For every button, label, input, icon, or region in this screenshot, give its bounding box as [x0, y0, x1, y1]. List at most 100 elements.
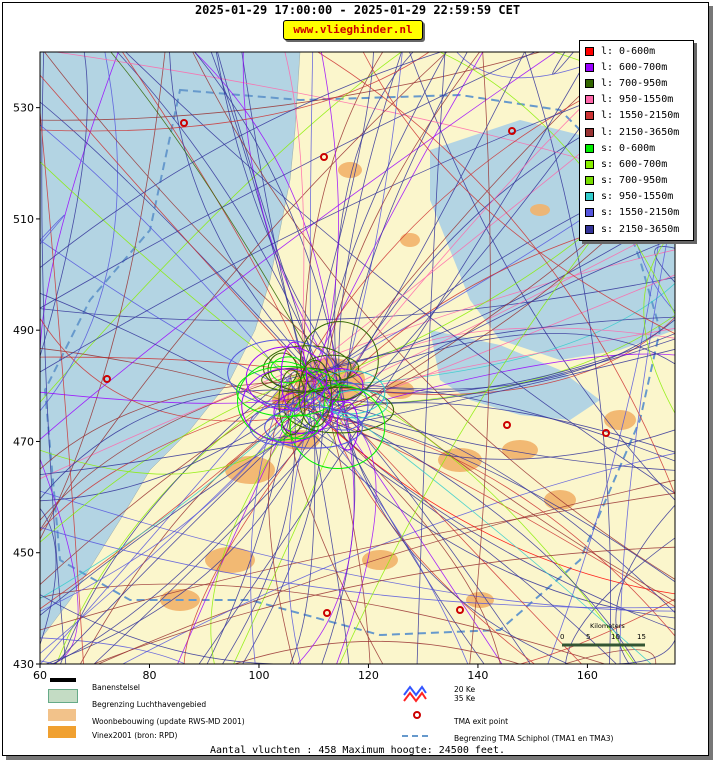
- scale-tick: 15: [637, 633, 646, 641]
- tma-exit-icon: [413, 711, 421, 719]
- legend-item: l: 2150-3650m: [580, 124, 693, 140]
- legend-item: l: 0-600m: [580, 43, 693, 59]
- legend-label: l: 0-600m: [601, 45, 656, 57]
- flight-track: [40, 388, 316, 599]
- scale-tick: 5: [586, 633, 590, 641]
- flight-track: [409, 52, 675, 501]
- tma-exit-label: TMA exit point: [454, 717, 509, 726]
- holding-track: [227, 339, 336, 406]
- ke35-label: 35 Ke: [454, 694, 476, 703]
- flight-track: [362, 52, 675, 335]
- flight-track: [325, 52, 447, 388]
- map-axes: 60 80 100 120 140 160 530 510 490 470 450 430: [13, 102, 598, 682]
- flight-track: [674, 230, 675, 396]
- legend-label: s: 600-700m: [601, 158, 668, 170]
- flight-track: [674, 461, 675, 532]
- flight-track: [40, 52, 536, 309]
- holding-track: [263, 345, 352, 392]
- vinex-label: Vinex2001 (bron: RPD): [92, 731, 178, 740]
- runways-swatch: [50, 678, 76, 682]
- flight-track: [40, 52, 556, 440]
- flight-track: [40, 347, 338, 419]
- flight-track: [308, 404, 501, 664]
- flight-track: [40, 492, 675, 631]
- flight-track: [327, 402, 675, 453]
- flight-track: [93, 52, 634, 664]
- legend-item: s: 950-1550m: [580, 189, 693, 205]
- flight-track: [298, 211, 675, 376]
- flight-track: [341, 283, 675, 386]
- flight-track: [122, 452, 675, 664]
- scale-bar: Kilometers 0 5 10 15: [560, 622, 646, 647]
- holding-track: [264, 406, 363, 449]
- flight-track: [40, 52, 441, 269]
- housing-label: Woonbebouwing (update RWS-MD 2001): [92, 717, 245, 726]
- flight-track: [40, 389, 334, 499]
- holding-track: [280, 414, 319, 440]
- holding-track: [284, 386, 395, 434]
- flight-track: [268, 378, 296, 664]
- flight-track: [294, 333, 675, 394]
- flight-track: [439, 52, 675, 315]
- flight-track: [314, 319, 675, 390]
- vinex-swatch: [48, 726, 76, 738]
- flight-track: [40, 52, 166, 540]
- holding-track: [289, 384, 386, 470]
- flight-track: [319, 414, 675, 637]
- holding-track: [327, 389, 388, 419]
- holding-track: [245, 346, 328, 411]
- flight-track: [192, 52, 675, 580]
- ke20-label: 20 Ke: [454, 685, 476, 694]
- x-tick-label: 160: [577, 669, 598, 682]
- flight-track: [469, 52, 491, 664]
- flight-track: [40, 52, 118, 412]
- legend-label: l: 600-700m: [601, 61, 668, 73]
- flight-track: [288, 316, 675, 380]
- legend-label: s: 700-950m: [601, 175, 668, 187]
- flight-track: [293, 414, 675, 619]
- flight-track: [290, 389, 675, 595]
- y-tick-label: 530: [13, 102, 34, 115]
- flight-track: [198, 52, 592, 664]
- flight-track: [335, 338, 675, 404]
- flight-track: [40, 214, 65, 245]
- site-link[interactable]: www.vlieghinder.nl: [283, 20, 423, 40]
- holding-track: [241, 368, 334, 444]
- legend-label: s: 0-600m: [601, 142, 656, 154]
- flight-track: [92, 52, 216, 53]
- flight-track: [40, 397, 296, 612]
- flight-track: [323, 52, 480, 391]
- legend-swatch: [585, 208, 594, 218]
- legend-item: l: 600-700m: [580, 59, 693, 75]
- noise-contour-icon: [403, 685, 427, 703]
- holding-track: [336, 401, 359, 451]
- flight-track: [654, 246, 675, 283]
- legend-label: s: 950-1550m: [601, 191, 674, 203]
- flight-track: [217, 52, 325, 392]
- legend-swatch: [585, 224, 594, 234]
- scale-tick: 10: [611, 633, 620, 641]
- flight-track: [314, 413, 675, 583]
- flight-track: [110, 52, 331, 389]
- housing-swatch: [48, 709, 76, 721]
- map-key: Banenstelsel Begrenzing Luchthavengebied…: [40, 675, 675, 743]
- x-tick-label: 60: [33, 669, 47, 682]
- flight-track: [60, 370, 296, 664]
- y-tick-label: 450: [13, 547, 34, 560]
- legend-label: l: 700-950m: [601, 77, 668, 89]
- flight-track: [323, 317, 675, 395]
- flight-track: [40, 391, 308, 404]
- legend-label: s: 1550-2150m: [601, 207, 680, 219]
- legend-item: s: 2150-3650m: [580, 221, 693, 237]
- x-tick-label: 100: [248, 669, 269, 682]
- flight-track: [338, 327, 675, 385]
- x-tick-label: 80: [142, 669, 156, 682]
- flight-track: [40, 490, 675, 612]
- flight-track: [125, 52, 675, 494]
- flight-track: [40, 237, 675, 616]
- tma-boundary-icon: [402, 735, 432, 737]
- holding-track: [278, 369, 306, 436]
- legend-swatch: [585, 111, 594, 121]
- flight-track: [40, 458, 79, 664]
- legend-item: l: 950-1550m: [580, 92, 693, 108]
